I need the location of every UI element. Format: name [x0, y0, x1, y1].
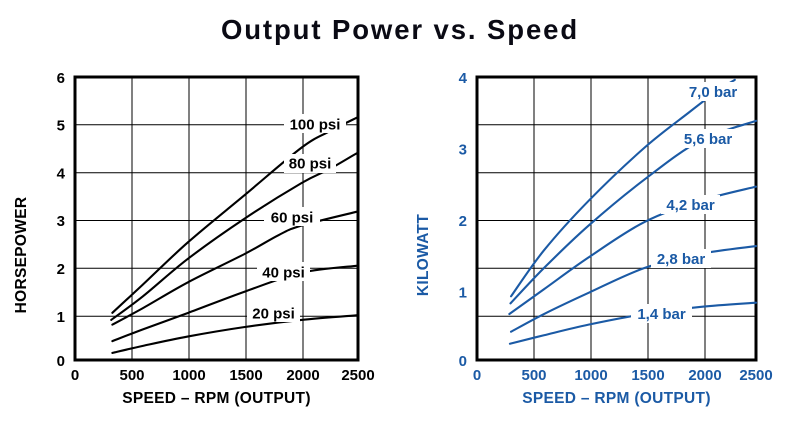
svg-text:2000: 2000	[688, 367, 721, 384]
svg-text:1000: 1000	[172, 367, 205, 384]
svg-text:3: 3	[57, 213, 65, 230]
svg-text:SPEED – RPM (OUTPUT): SPEED – RPM (OUTPUT)	[122, 390, 311, 407]
svg-text:0: 0	[71, 367, 79, 384]
svg-text:3: 3	[459, 142, 467, 159]
svg-text:7,0 bar: 7,0 bar	[689, 84, 738, 101]
svg-text:2500: 2500	[341, 367, 374, 384]
svg-text:0: 0	[459, 353, 467, 370]
svg-text:0: 0	[473, 367, 481, 384]
svg-text:0: 0	[57, 353, 65, 370]
svg-text:2: 2	[459, 213, 467, 230]
svg-text:2000: 2000	[286, 367, 319, 384]
svg-text:1500: 1500	[229, 367, 262, 384]
svg-text:1000: 1000	[574, 367, 607, 384]
svg-text:2500: 2500	[739, 367, 772, 384]
svg-text:4,2 bar: 4,2 bar	[666, 197, 715, 214]
svg-text:4: 4	[459, 70, 468, 87]
svg-text:2,8 bar: 2,8 bar	[657, 251, 706, 268]
svg-text:1: 1	[57, 309, 65, 326]
svg-text:500: 500	[119, 367, 144, 384]
svg-text:80 psi: 80 psi	[289, 156, 332, 173]
svg-text:SPEED – RPM (OUTPUT): SPEED – RPM (OUTPUT)	[522, 390, 711, 407]
svg-text:1: 1	[459, 285, 467, 302]
svg-text:1,4 bar: 1,4 bar	[637, 306, 686, 323]
svg-text:100 psi: 100 psi	[290, 117, 341, 134]
svg-text:1500: 1500	[631, 367, 664, 384]
svg-text:HORSEPOWER: HORSEPOWER	[13, 197, 30, 314]
svg-text:40 psi: 40 psi	[262, 265, 305, 282]
svg-text:5: 5	[57, 118, 65, 135]
svg-text:2: 2	[57, 261, 65, 278]
svg-text:500: 500	[521, 367, 546, 384]
svg-text:4: 4	[57, 165, 66, 182]
svg-text:60 psi: 60 psi	[271, 210, 314, 227]
svg-text:KILOWATT: KILOWATT	[415, 214, 432, 296]
svg-text:6: 6	[57, 70, 65, 87]
svg-text:5,6 bar: 5,6 bar	[684, 131, 733, 148]
svg-text:20 psi: 20 psi	[252, 306, 295, 323]
